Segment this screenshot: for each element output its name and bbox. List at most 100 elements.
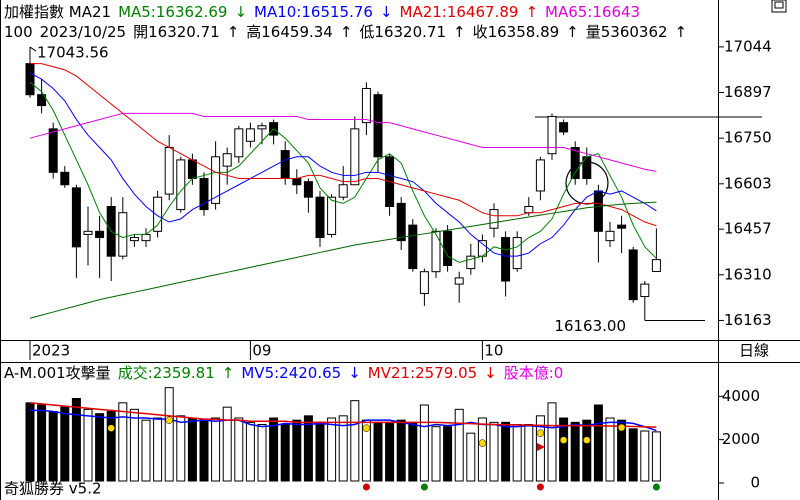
candle-body <box>396 202 406 242</box>
candle-body <box>176 159 186 211</box>
price-panel: 17043.56 16163.00 <box>25 44 705 335</box>
x-tick-label: 09 <box>252 342 271 360</box>
volume-bar <box>164 387 174 482</box>
header-item: ↑ <box>566 23 579 41</box>
volume-bar <box>303 415 313 482</box>
volume-bar <box>280 424 290 482</box>
header-item: MV5:2420.65 <box>241 364 341 382</box>
y-tick-label: 17044 <box>724 37 772 55</box>
candle-body <box>292 178 302 186</box>
header-item: 股本億:0 <box>504 364 564 382</box>
ma-line <box>29 201 657 319</box>
signal-dot <box>652 483 660 491</box>
header-item: 成交:2359.81 <box>118 364 215 382</box>
header-item: MV21:2579.05 <box>368 364 477 382</box>
header-item: MA21:16467.89 <box>400 3 519 21</box>
y-tick-label: 16163 <box>724 311 772 329</box>
volume-bar <box>396 419 406 482</box>
signal-dot <box>362 483 370 491</box>
volume-bar <box>83 408 93 482</box>
candle-body <box>535 159 545 192</box>
candle-body <box>129 237 139 242</box>
candle-body <box>524 205 534 214</box>
volume-bar <box>153 417 163 482</box>
volume-bar <box>71 398 81 482</box>
header-item: MA5:16362.69 <box>118 3 227 21</box>
candle-body <box>512 237 522 270</box>
ma-line <box>29 72 657 257</box>
candle-body <box>71 187 81 248</box>
volume-bar <box>628 428 638 482</box>
volume-bar <box>222 406 232 482</box>
candle-body <box>211 156 221 204</box>
candle-body <box>373 94 383 158</box>
y-tick-label: 16750 <box>724 129 772 147</box>
y-tick-label: 16897 <box>724 83 772 101</box>
header-item: ↑ <box>525 3 538 21</box>
candle-body <box>83 230 93 235</box>
header-item: 收16358.89 <box>473 23 560 41</box>
volume-bar <box>25 402 35 482</box>
volume-bar <box>141 419 151 482</box>
volume-bar <box>570 421 580 482</box>
volume-bar <box>617 419 627 482</box>
volume-bar <box>605 417 615 482</box>
x-tick-label: 10 <box>484 342 503 360</box>
annotation-leader <box>29 46 37 52</box>
header-item: 開16320.71 <box>133 23 220 41</box>
candle-body <box>245 128 255 142</box>
candle-body <box>25 63 35 96</box>
header-item: 100 <box>4 23 33 41</box>
candle-body <box>303 181 313 198</box>
header-item: 低16320.71 <box>359 23 446 41</box>
volume-bar <box>559 417 569 482</box>
header-item: 2023/10/25 <box>40 23 126 41</box>
candle-body <box>327 196 337 235</box>
volume-bar <box>315 421 325 482</box>
candle-body <box>640 283 650 298</box>
volume-bar <box>373 421 383 482</box>
volume-bar <box>582 419 592 482</box>
signal-dot <box>165 416 173 424</box>
candle-body <box>443 230 453 266</box>
signal-dot <box>362 424 371 432</box>
header-item: ↑ <box>227 23 240 41</box>
candle-body <box>315 196 325 239</box>
volume-bar <box>118 402 128 482</box>
header-item: 量5360362 <box>586 23 668 41</box>
candle-body <box>466 255 476 270</box>
y-tick-label: 16310 <box>724 265 772 283</box>
candle-body <box>501 237 511 282</box>
axes: 17044 16897 16750 16603 16457 16310 16163 2023 0… <box>29 37 772 492</box>
candle-body <box>280 150 290 180</box>
header-item: 加權指數 MA21 <box>4 3 111 21</box>
signal-dot <box>559 436 568 444</box>
period-label: 日線 <box>739 342 769 360</box>
y-tick-label: 0 <box>750 474 760 492</box>
volume-bar <box>37 404 47 482</box>
volume-bar <box>593 404 603 482</box>
volume-bar <box>524 424 534 482</box>
volume-bar <box>419 404 429 482</box>
candle-body <box>187 159 197 180</box>
header-item: ↑ <box>340 23 353 41</box>
ma-line <box>30 63 657 227</box>
signal-dot <box>107 424 115 432</box>
volume-bar <box>501 421 511 482</box>
ma-line <box>29 81 657 263</box>
mv-line <box>30 409 657 432</box>
volume-bar <box>129 408 139 482</box>
volume-bar <box>176 415 186 482</box>
header-item: ↑ <box>675 23 688 41</box>
candle-body <box>141 233 151 242</box>
header-item: ↑ <box>222 364 235 382</box>
volume-bar <box>385 421 395 482</box>
candle-body <box>257 125 267 130</box>
header-line-1: 加權指數 MA21 MA5:16362.69 ↓ MA10:16515.76 ↓ MA21… <box>4 3 640 21</box>
candle-body <box>95 230 105 239</box>
candle-body <box>234 128 244 158</box>
y-tick-label: 2000 <box>722 430 760 448</box>
candle-body <box>37 94 47 107</box>
volume-bar <box>454 408 464 482</box>
volume-bar <box>443 426 453 482</box>
